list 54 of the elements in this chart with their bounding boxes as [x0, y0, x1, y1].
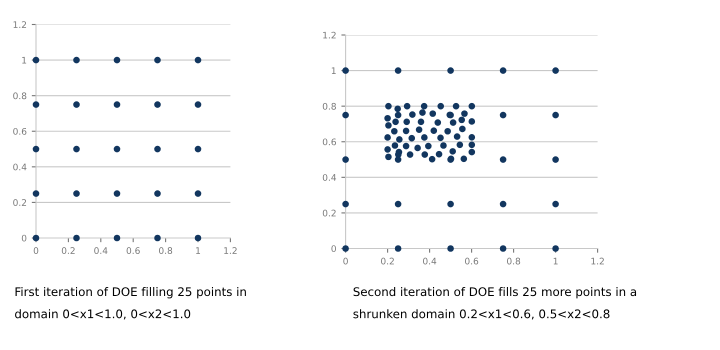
point [32, 56, 40, 64]
point [73, 56, 80, 64]
point [114, 234, 120, 242]
x-tick-label: 1.2 [224, 247, 237, 254]
point [73, 190, 80, 197]
y-tick-label: 0.2 [13, 199, 26, 206]
x-tick-label: 0.8 [159, 247, 172, 254]
y-tick-label: 0.8 [322, 102, 336, 110]
point [32, 234, 40, 242]
x-tick-label: 0 [34, 247, 38, 254]
point [154, 190, 161, 197]
point [194, 101, 202, 108]
x-tick-label: 0.6 [126, 247, 140, 254]
x-tick-label: 0 [343, 258, 348, 265]
point [194, 56, 202, 64]
point [194, 234, 202, 242]
text: Second iteration of DOE fills 25 more points in a shrunken domain 0.2<x1<0.6, 0.5<x2<0.8 [353, 287, 636, 320]
x-tick-label: 0.2 [381, 258, 394, 265]
x-tick-label: 0.2 [62, 247, 75, 254]
x-tick-label: 1.2 [591, 258, 604, 264]
point [114, 146, 120, 152]
point [154, 146, 161, 152]
y-tick-label: 1.2 [323, 32, 336, 38]
point [154, 56, 161, 64]
point [154, 234, 161, 242]
point [194, 146, 202, 152]
y-tick-label: 0 [22, 234, 26, 242]
point [73, 101, 80, 108]
x-tick-label: 0.4 [423, 258, 436, 265]
y-tick-label: 0.8 [13, 92, 26, 100]
point [194, 190, 202, 197]
point [114, 56, 120, 64]
y-tick-label: 0.2 [322, 210, 336, 216]
x-tick-label: 0.6 [465, 258, 478, 265]
y-tick-label: 1 [22, 56, 26, 64]
text: First iteration of DOE filling 25 points in domain 0<x1<1.0, 0<x2<1.0 [15, 287, 246, 320]
x-tick-label: 1 [196, 247, 200, 254]
y-tick-label: 0.6 [13, 128, 26, 135]
y-tick-label: 1 [332, 67, 336, 74]
point [114, 101, 120, 108]
point [73, 146, 80, 152]
x-tick-label: 0.8 [507, 258, 520, 265]
x-tick-label: 1 [554, 258, 558, 264]
y-tick-label: 1.2 [14, 21, 26, 28]
point [114, 190, 120, 197]
point [32, 190, 40, 197]
point [154, 101, 161, 108]
y-tick-label: 0.6 [322, 138, 336, 146]
y-tick-label: 0.4 [322, 174, 336, 181]
x-tick-label: 0.4 [94, 247, 108, 254]
point [73, 234, 80, 242]
y-tick-label: 0.4 [13, 164, 26, 170]
point [32, 101, 40, 108]
point [32, 146, 40, 152]
